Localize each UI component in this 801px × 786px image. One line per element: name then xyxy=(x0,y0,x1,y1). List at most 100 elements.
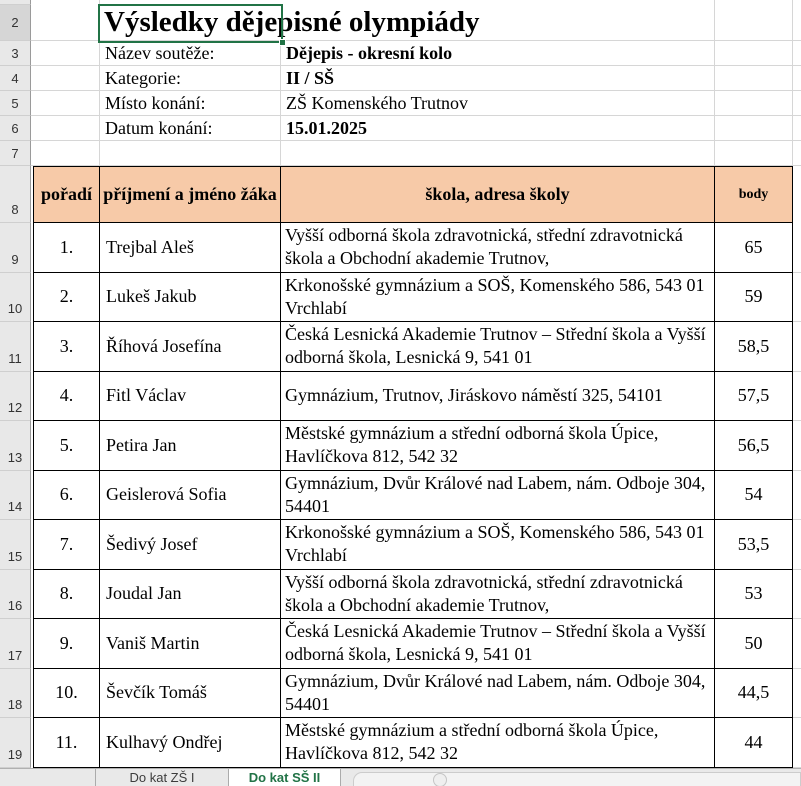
grid-cell[interactable] xyxy=(793,41,801,66)
row-header[interactable]: 17 xyxy=(0,619,31,669)
row-header[interactable]: 19 xyxy=(0,718,31,768)
meta-label[interactable]: Kategorie: xyxy=(100,66,281,91)
cell-rank[interactable]: 2. xyxy=(33,272,100,322)
meta-value[interactable]: II / SŠ xyxy=(281,66,715,91)
cell-school[interactable]: Krkonošské gymnázium a SOŠ, Komenského 5… xyxy=(281,520,715,570)
cell-rank[interactable]: 8. xyxy=(33,569,100,619)
grid-cell[interactable] xyxy=(793,5,801,41)
grid-cell[interactable] xyxy=(793,669,801,718)
cell-name[interactable]: Ševčík Tomáš xyxy=(100,668,281,718)
cell-rank[interactable]: 10. xyxy=(33,668,100,718)
grid-cell[interactable] xyxy=(793,570,801,619)
sheet-tab-ss-ii[interactable]: Do kat SŠ II xyxy=(229,768,341,786)
meta-label[interactable]: Název soutěže: xyxy=(100,41,281,66)
cell-school[interactable]: Vyšší odborná škola zdravotnická, středn… xyxy=(281,569,715,619)
grid-cell[interactable] xyxy=(31,116,100,141)
grid-cell[interactable] xyxy=(715,116,793,141)
cell-school[interactable]: Městské gymnázium a střední odborná škol… xyxy=(281,718,715,768)
row-header[interactable]: 13 xyxy=(0,421,31,471)
header-school[interactable]: škola, adresa školy xyxy=(281,166,715,223)
row-header[interactable]: 16 xyxy=(0,569,31,619)
cell-school[interactable]: Vyšší odborná škola zdravotnická, středn… xyxy=(281,223,715,273)
cell-points[interactable]: 58,5 xyxy=(715,322,793,372)
cell-rank[interactable]: 9. xyxy=(33,619,100,669)
cell-rank[interactable]: 3. xyxy=(33,322,100,372)
cell-rank[interactable]: 11. xyxy=(33,718,100,768)
grid-cell[interactable] xyxy=(31,91,100,116)
selection-outline[interactable] xyxy=(98,4,286,46)
row-header[interactable]: 15 xyxy=(0,520,31,570)
row-header[interactable]: 2 xyxy=(0,5,31,41)
cell-rank[interactable]: 7. xyxy=(33,520,100,570)
grid-cell[interactable] xyxy=(793,273,801,322)
cell-points[interactable]: 50 xyxy=(715,619,793,669)
cell-points[interactable]: 59 xyxy=(715,272,793,322)
cell-rank[interactable]: 4. xyxy=(33,371,100,421)
cell-school[interactable]: Česká Lesnická Akademie Trutnov – Středn… xyxy=(281,322,715,372)
cell-school[interactable]: Krkonošské gymnázium a SOŠ, Komenského 5… xyxy=(281,272,715,322)
grid-cell[interactable] xyxy=(715,0,793,5)
row-header[interactable]: 11 xyxy=(0,322,31,372)
cell-school[interactable]: Gymnázium, Trutnov, Jiráskovo náměstí 32… xyxy=(281,371,715,421)
grid-cell[interactable] xyxy=(793,372,801,421)
row-header[interactable]: 10 xyxy=(0,272,31,322)
cell-points[interactable]: 44,5 xyxy=(715,668,793,718)
grid-cell[interactable] xyxy=(793,166,801,223)
grid-cell[interactable] xyxy=(793,223,801,273)
grid-cell[interactable] xyxy=(281,0,715,5)
cell-rank[interactable]: 5. xyxy=(33,421,100,471)
cell-name[interactable]: Kulhavý Ondřej xyxy=(100,718,281,768)
grid-cell[interactable] xyxy=(31,141,100,166)
grid-cell[interactable] xyxy=(715,41,793,66)
grid-cell[interactable] xyxy=(31,0,100,5)
cell-school[interactable]: Gymnázium, Dvůr Králové nad Labem, nám. … xyxy=(281,668,715,718)
grid-cell[interactable] xyxy=(31,5,100,41)
title-cell[interactable] xyxy=(100,5,281,41)
cell-rank[interactable]: 1. xyxy=(33,223,100,273)
grid-cell[interactable] xyxy=(31,66,100,91)
row-header[interactable]: 8 xyxy=(0,166,31,223)
row-header[interactable]: 9 xyxy=(0,223,31,273)
cell-name[interactable]: Joudal Jan xyxy=(100,569,281,619)
add-sheet-button[interactable] xyxy=(433,772,447,786)
grid-cell[interactable] xyxy=(715,141,793,166)
cell-points[interactable]: 53,5 xyxy=(715,520,793,570)
cell-points[interactable]: 57,5 xyxy=(715,371,793,421)
fill-handle[interactable] xyxy=(279,39,286,46)
grid-cell[interactable] xyxy=(793,471,801,520)
row-header[interactable]: 3 xyxy=(0,41,31,66)
meta-value[interactable]: 15.01.2025 xyxy=(281,116,715,141)
cell-points[interactable]: 65 xyxy=(715,223,793,273)
cell-school[interactable]: Česká Lesnická Akademie Trutnov – Středn… xyxy=(281,619,715,669)
row-header[interactable]: 12 xyxy=(0,371,31,421)
cell-name[interactable]: Fitl Václav xyxy=(100,371,281,421)
row-header[interactable]: 4 xyxy=(0,66,31,91)
sheet-tab-zs-i[interactable]: Do kat ZŠ I xyxy=(96,768,229,786)
row-header[interactable]: 6 xyxy=(0,116,31,141)
meta-value[interactable]: ZŠ Komenského Trutnov xyxy=(281,91,715,116)
grid-cell[interactable] xyxy=(793,421,801,471)
cell-name[interactable]: Geislerová Sofia xyxy=(100,470,281,520)
header-name[interactable]: příjmení a jméno žáka xyxy=(100,166,281,223)
grid-cell[interactable] xyxy=(281,5,715,41)
grid-cell[interactable] xyxy=(715,66,793,91)
grid-cell[interactable] xyxy=(793,91,801,116)
meta-value[interactable]: Dějepis - okresní kolo xyxy=(281,41,715,66)
grid-cell[interactable] xyxy=(793,718,801,768)
row-header[interactable]: 18 xyxy=(0,668,31,718)
grid-cell[interactable] xyxy=(100,141,281,166)
cell-points[interactable]: 44 xyxy=(715,718,793,768)
cell-name[interactable]: Lukeš Jakub xyxy=(100,272,281,322)
grid-cell[interactable] xyxy=(793,619,801,669)
header-points[interactable]: body xyxy=(715,166,793,223)
cell-name[interactable]: Říhová Josefína xyxy=(100,322,281,372)
grid-cell[interactable] xyxy=(793,116,801,141)
grid-cell[interactable] xyxy=(793,520,801,570)
grid-cell[interactable] xyxy=(31,41,100,66)
row-header[interactable] xyxy=(0,0,31,5)
row-header[interactable]: 5 xyxy=(0,91,31,116)
cell-rank[interactable]: 6. xyxy=(33,470,100,520)
meta-label[interactable]: Místo konání: xyxy=(100,91,281,116)
row-header[interactable]: 14 xyxy=(0,470,31,520)
cell-school[interactable]: Gymnázium, Dvůr Králové nad Labem, nám. … xyxy=(281,470,715,520)
